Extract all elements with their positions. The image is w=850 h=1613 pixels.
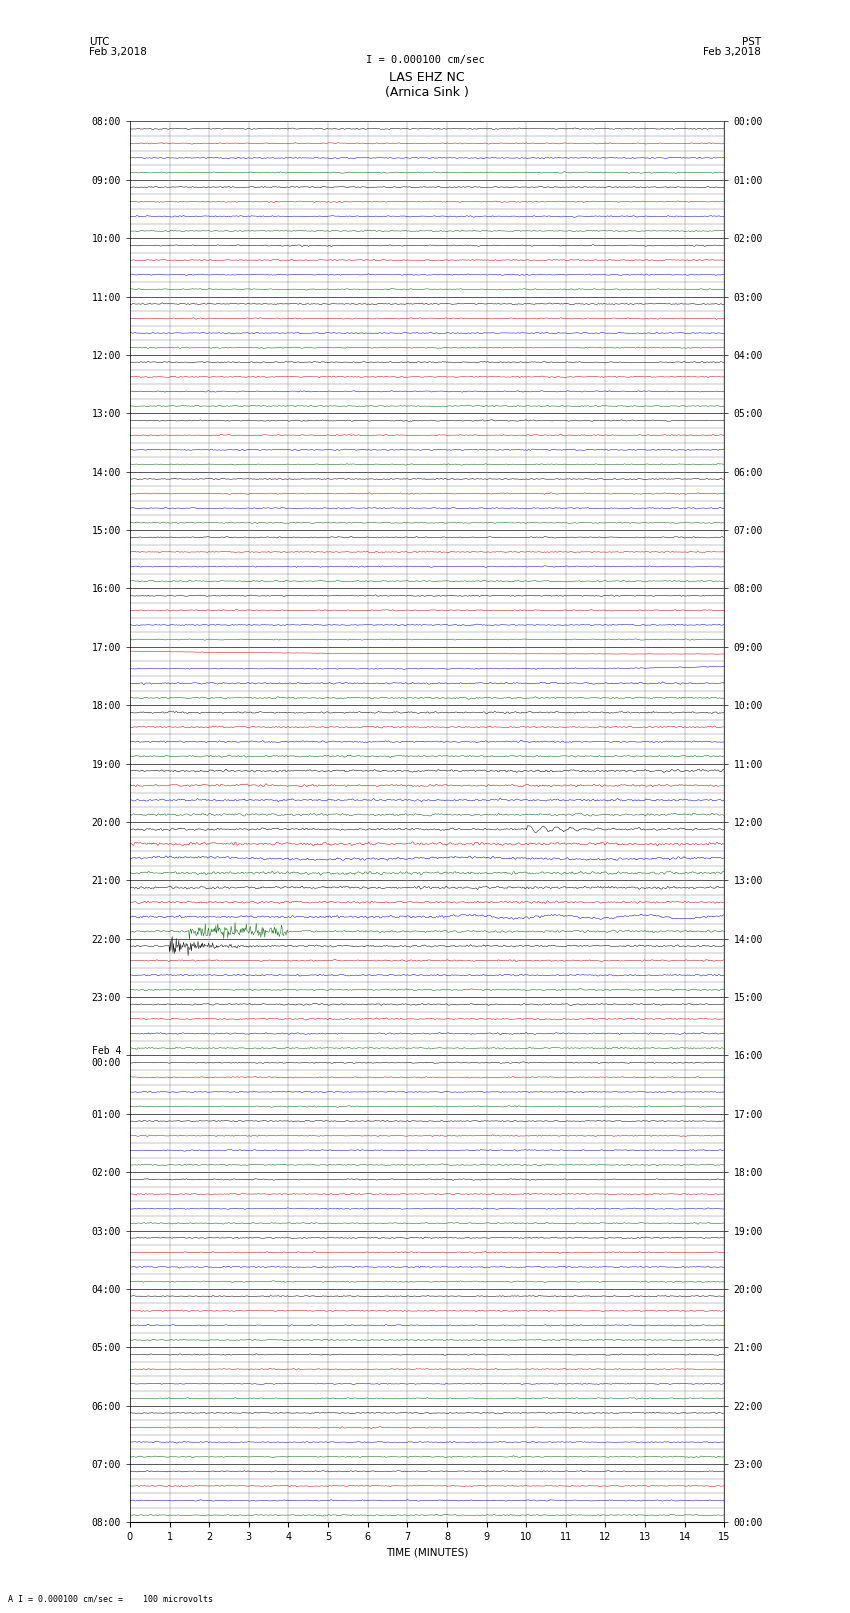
Text: A I = 0.000100 cm/sec =    100 microvolts: A I = 0.000100 cm/sec = 100 microvolts [8,1594,213,1603]
Text: PST: PST [741,37,761,47]
Text: Feb 3,2018: Feb 3,2018 [89,47,147,56]
Text: UTC: UTC [89,37,110,47]
Title: LAS EHZ NC
(Arnica Sink ): LAS EHZ NC (Arnica Sink ) [385,71,469,100]
X-axis label: TIME (MINUTES): TIME (MINUTES) [386,1548,468,1558]
Text: Feb 3,2018: Feb 3,2018 [703,47,761,56]
Text: I = 0.000100 cm/sec: I = 0.000100 cm/sec [366,55,484,65]
